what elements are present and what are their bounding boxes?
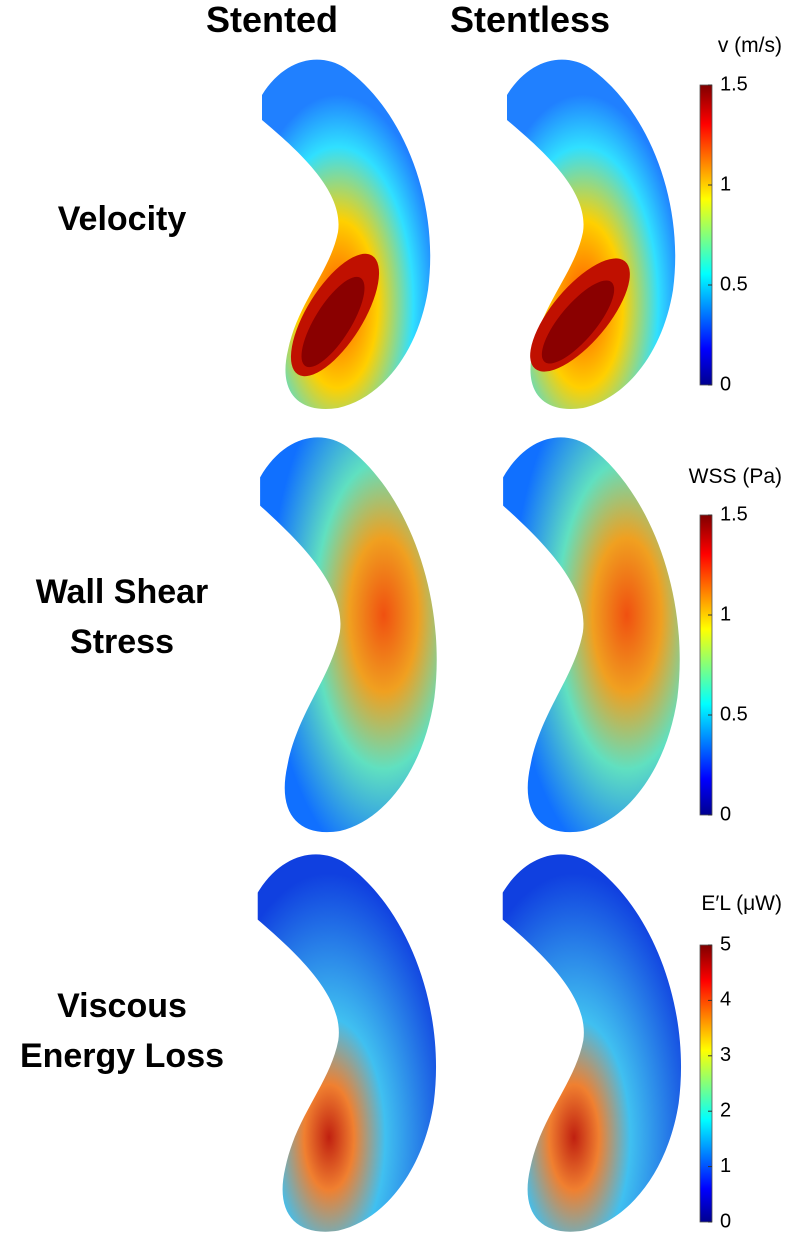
tick-label: 2 — [720, 1099, 731, 1121]
colorbar — [699, 84, 713, 386]
colorbar — [699, 944, 713, 1223]
row-label: Viscous — [57, 987, 187, 1025]
wss-maps — [260, 437, 680, 833]
row-label: Stress — [70, 623, 174, 661]
velocity-maps — [262, 59, 676, 409]
column-header: Stentless — [450, 0, 610, 40]
energy-loss-maps — [257, 854, 682, 1232]
tick-label: 4 — [720, 989, 731, 1011]
tick-label: 0 — [720, 373, 731, 395]
tick-label: 0.5 — [720, 703, 748, 725]
tick-label: 1.5 — [720, 73, 748, 95]
tick-label: 1 — [720, 1155, 731, 1177]
tick-label: 3 — [720, 1044, 731, 1066]
colorbar-title: v (m/s) — [718, 34, 782, 57]
tick-label: 0.5 — [720, 273, 748, 295]
colorbar-title: WSS (Pa) — [689, 465, 782, 488]
row-label: Velocity — [58, 200, 187, 238]
tick-label: 0 — [720, 1210, 731, 1232]
tick-label: 5 — [720, 933, 731, 955]
tick-label: 1.5 — [720, 503, 748, 525]
row-label: Wall Shear — [36, 573, 209, 611]
column-header: Stented — [206, 0, 338, 40]
colorbar-title: E′L (μW) — [701, 892, 782, 915]
colorbar — [699, 514, 713, 816]
row-label: Energy Loss — [20, 1037, 224, 1075]
tick-label: 1 — [720, 173, 731, 195]
tick-label: 1 — [720, 603, 731, 625]
tick-label: 0 — [720, 803, 731, 825]
